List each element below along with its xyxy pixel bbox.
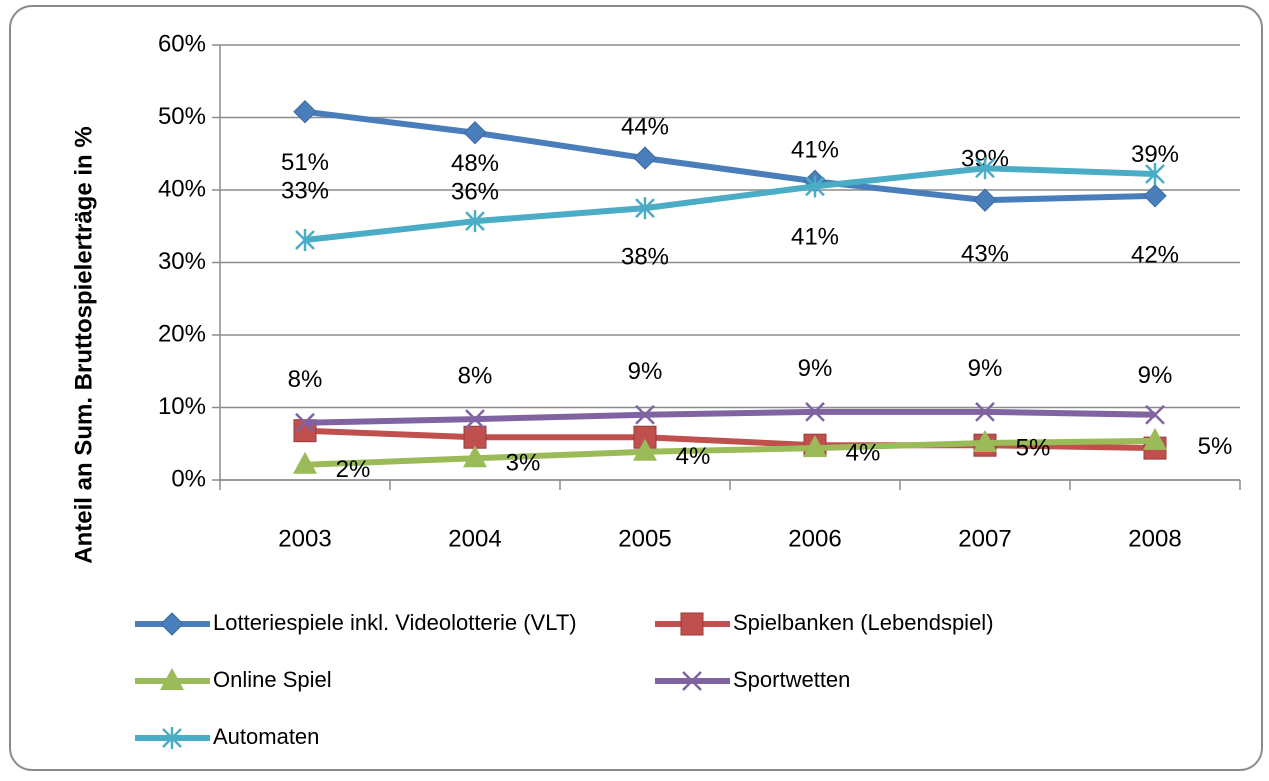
series-line — [304, 408, 1156, 426]
y-tick-label: 40% — [158, 175, 206, 202]
x-tick-label: 2007 — [958, 525, 1011, 552]
marker — [463, 425, 487, 449]
y-axis-label: Anteil an Sum. Bruttospielerträge in % — [70, 126, 97, 563]
data-label: 9% — [628, 358, 663, 385]
marker — [803, 435, 827, 458]
data-label: 8% — [288, 366, 323, 393]
series-line — [304, 108, 1156, 204]
data-label: 4% — [676, 443, 711, 470]
data-label: 41% — [791, 137, 839, 164]
series-line — [304, 427, 1156, 452]
y-tick-label: 20% — [158, 320, 206, 347]
marker — [463, 445, 487, 468]
data-label: 8% — [458, 362, 493, 389]
marker — [295, 229, 315, 252]
marker — [1145, 163, 1165, 186]
legend-label: Sportwetten — [733, 667, 850, 692]
marker — [465, 210, 485, 233]
series-line — [304, 165, 1156, 244]
data-label: 51% — [281, 149, 329, 176]
data-label: 43% — [961, 241, 1009, 268]
marker — [293, 451, 317, 474]
data-label: 41% — [791, 224, 839, 251]
data-label: 5% — [1016, 434, 1051, 461]
data-label: 9% — [1138, 362, 1173, 389]
marker — [975, 401, 995, 422]
marker — [1145, 404, 1165, 425]
data-label: 48% — [451, 150, 499, 177]
marker — [633, 146, 657, 170]
marker — [162, 727, 182, 749]
legend-label: Automaten — [213, 724, 319, 749]
marker — [635, 404, 655, 425]
marker — [805, 175, 825, 198]
x-tick-label: 2005 — [618, 525, 671, 552]
y-tick-label: 30% — [158, 248, 206, 275]
y-tick-label: 50% — [158, 103, 206, 130]
x-tick-label: 2004 — [448, 525, 501, 552]
marker — [1143, 184, 1167, 208]
marker — [465, 409, 485, 429]
marker — [463, 121, 487, 145]
marker — [975, 157, 995, 180]
data-label: 4% — [846, 439, 881, 466]
marker — [973, 430, 997, 453]
y-tick-label: 10% — [158, 393, 206, 420]
data-label: 33% — [281, 177, 329, 204]
data-label: 9% — [968, 355, 1003, 382]
marker — [160, 612, 184, 636]
data-label: 38% — [621, 243, 669, 270]
marker — [160, 668, 184, 690]
x-tick-label: 2008 — [1128, 525, 1181, 552]
marker — [293, 99, 317, 124]
marker — [805, 401, 825, 422]
data-label: 42% — [1131, 241, 1179, 268]
y-tick-label: 60% — [158, 30, 206, 57]
y-tick-label: 0% — [171, 465, 206, 492]
legend-label: Online Spiel — [213, 667, 332, 692]
x-tick-label: 2003 — [278, 525, 331, 552]
data-label: 3% — [506, 450, 541, 477]
marker — [1143, 427, 1167, 450]
series-line — [304, 437, 1156, 468]
x-tick-label: 2006 — [788, 525, 841, 552]
marker — [682, 671, 702, 691]
marker — [633, 438, 657, 461]
marker — [635, 197, 655, 220]
data-label: 9% — [798, 355, 833, 382]
marker — [680, 612, 704, 636]
data-label: 36% — [451, 179, 499, 206]
data-label: 5% — [1198, 433, 1233, 460]
data-label: 44% — [621, 113, 669, 140]
data-label: 2% — [336, 456, 371, 483]
legend-label: Lotterie­spiele inkl. Videolotterie (VLT… — [213, 610, 577, 635]
marker — [295, 412, 315, 433]
marker — [973, 188, 997, 212]
legend-label: Spielbanken (Lebendspiel) — [733, 610, 994, 635]
